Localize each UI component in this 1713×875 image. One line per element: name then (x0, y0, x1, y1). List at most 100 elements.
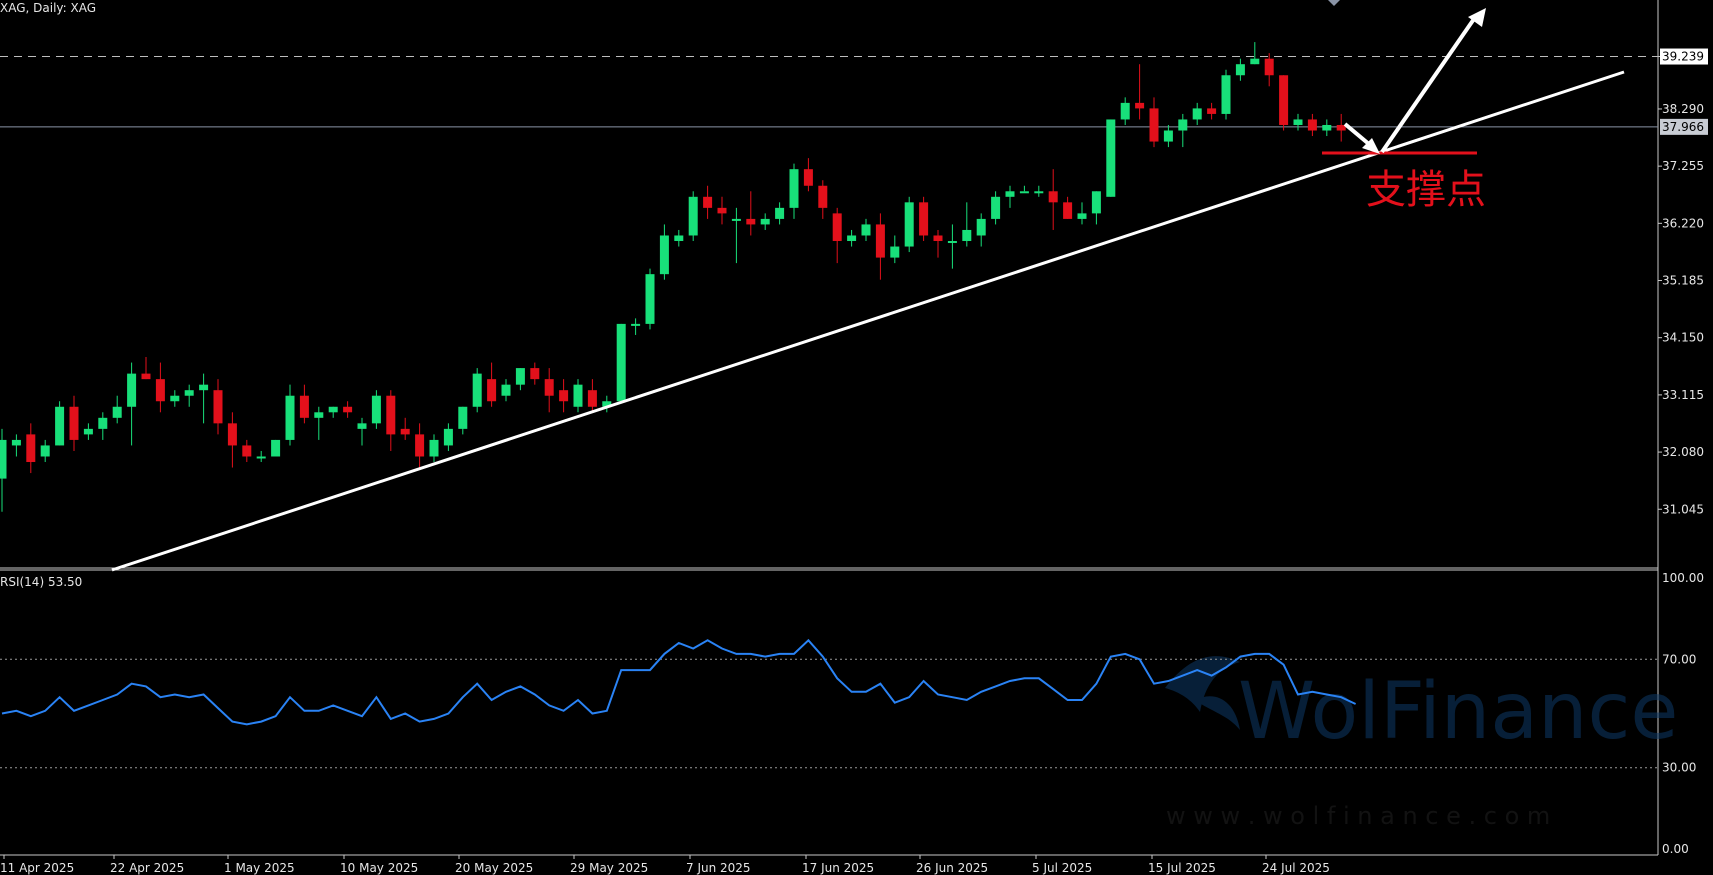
candle-body (775, 207, 785, 219)
candle-body (789, 169, 799, 208)
time-tick-label: 1 May 2025 (224, 861, 295, 875)
watermark-brand: WolFinance (1238, 667, 1678, 757)
candle-body (890, 246, 900, 258)
candle-body (1221, 75, 1231, 114)
shift-marker-icon (1328, 0, 1340, 6)
high-price-tag (1660, 48, 1708, 65)
candle-body (386, 395, 396, 435)
candle-body (933, 235, 943, 242)
time-tick-label: 29 May 2025 (570, 861, 648, 875)
candle-body (1091, 191, 1101, 214)
candle-body (760, 218, 770, 225)
candle-body (1149, 108, 1159, 142)
time-tick-label: 20 May 2025 (455, 861, 533, 875)
candle-body (1250, 58, 1260, 65)
up-arrow-shaft (1380, 14, 1478, 154)
candle-body (659, 235, 669, 275)
candle-body (415, 434, 425, 457)
candle-body (515, 368, 525, 385)
candle-body (573, 384, 583, 407)
candle-body (299, 395, 309, 418)
candle-body (559, 390, 569, 402)
candle-body (1178, 119, 1188, 131)
candle-body (501, 384, 511, 396)
candle-body (1207, 108, 1217, 114)
candle-body (803, 169, 813, 186)
candle-body (1163, 130, 1173, 142)
candle-body (40, 445, 50, 457)
price-tick-label: 36.220 (1662, 216, 1704, 230)
candle-body (1063, 202, 1073, 219)
candle-body (328, 406, 338, 413)
candle-body (0, 439, 7, 479)
rsi-tick-label: 0.00 (1662, 842, 1689, 856)
candle-body (429, 439, 439, 457)
candle-body (1135, 102, 1145, 109)
candle-body (1019, 191, 1029, 194)
candle-body (904, 202, 914, 247)
support-trendline[interactable] (111, 70, 1625, 572)
candle-body (98, 417, 108, 429)
time-tick-label: 26 Jun 2025 (916, 861, 988, 875)
candle-body (213, 390, 223, 424)
candle-body (645, 274, 655, 324)
candle-body (602, 401, 612, 407)
candle-body (847, 235, 857, 242)
candle-body (875, 224, 885, 258)
up-arrow-head-icon (1468, 8, 1486, 27)
candle-body (1048, 191, 1058, 203)
time-tick-label: 17 Jun 2025 (802, 861, 874, 875)
rsi-tick-label: 70.00 (1662, 652, 1696, 666)
price-tick-label: 31.045 (1662, 502, 1704, 516)
time-tick-label: 15 Jul 2025 (1148, 861, 1216, 875)
candle-body (242, 445, 252, 457)
candle-body (746, 218, 756, 225)
price-tick-label: 38.290 (1662, 102, 1704, 116)
candle-body (199, 384, 209, 391)
candle-body (703, 196, 713, 208)
candle-body (314, 412, 324, 418)
candle-body (343, 406, 353, 413)
rsi-tick-label: 100.00 (1662, 571, 1704, 585)
time-tick-label: 11 Apr 2025 (0, 861, 74, 875)
candle-body (731, 218, 741, 221)
candle-body (472, 373, 482, 407)
candle-body (1322, 124, 1332, 131)
price-tick-label: 37.255 (1662, 159, 1704, 173)
watermark-url: w w w . w o l f i n a n c e . c o m (1166, 802, 1550, 830)
candle-body (976, 218, 986, 236)
candle-body (1235, 64, 1245, 76)
candle-body (1077, 213, 1087, 219)
candle-body (227, 423, 237, 446)
candle-body (861, 224, 871, 236)
candle-body (1120, 102, 1130, 120)
candle-body (818, 185, 828, 208)
candle-body (832, 213, 842, 242)
price-tick-label: 32.080 (1662, 445, 1704, 459)
time-tick-label: 7 Jun 2025 (686, 861, 751, 875)
chart-title: XAG, Daily: XAG (0, 1, 96, 15)
candle-body (1293, 119, 1303, 125)
candle-body (141, 373, 151, 380)
candle-body (112, 406, 122, 418)
candle-body (184, 390, 194, 396)
current-price-label: 37.966 (1662, 120, 1704, 134)
candle-body (285, 395, 295, 440)
current-price-tag (1660, 118, 1708, 135)
candle-body (1336, 124, 1346, 131)
candle-body (674, 235, 684, 242)
candle-body (357, 423, 367, 429)
candle-body (127, 373, 137, 407)
rsi-title: RSI(14) 53.50 (0, 575, 82, 589)
price-tick-label: 35.185 (1662, 274, 1704, 288)
candle-body (458, 406, 468, 429)
candle-body (1106, 119, 1116, 197)
candle-body (947, 241, 957, 244)
candle-body (371, 395, 381, 424)
candle-body (26, 434, 36, 463)
candle-body (587, 390, 597, 407)
candle-body (991, 196, 1001, 219)
candle-body (487, 379, 497, 402)
